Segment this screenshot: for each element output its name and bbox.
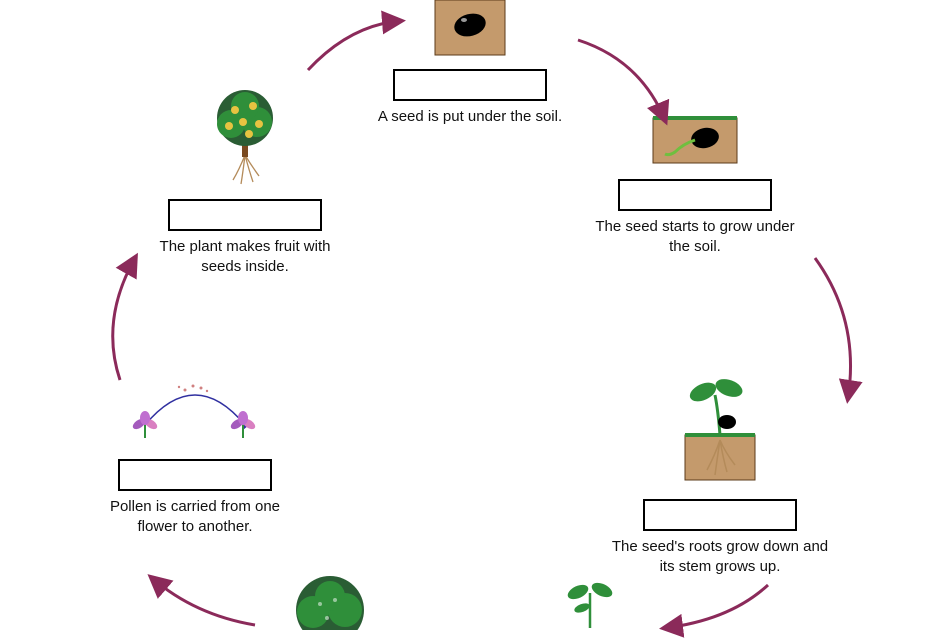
blank-box-germinate[interactable] [618,179,772,211]
blank-box-sprout[interactable] [643,499,797,531]
arrow-fruit-to-seed [300,15,410,85]
bottom-bush-illustration [270,570,390,635]
sprout-illustration [610,370,830,495]
blank-box-fruit[interactable] [168,199,322,231]
bottom-seedling-illustration [540,578,640,633]
caption-germinate: The seed starts to grow under the soil. [590,217,800,258]
arrow-sprout-down [650,580,780,640]
stage-sprout: The seed's roots grow down and its stem … [610,370,830,578]
blank-box-pollinate[interactable] [118,459,272,491]
arrow-germinate-to-sprout [800,250,880,410]
arrow-up-to-pollinate [140,570,270,640]
stage-pollinate: Pollen is carried from one flower to ano… [90,370,300,538]
caption-sprout: The seed's roots grow down and its stem … [610,537,830,578]
blank-box-seed[interactable] [393,69,547,101]
caption-pollinate: Pollen is carried from one flower to ano… [90,497,300,538]
arrow-pollinate-to-fruit [95,250,175,390]
caption-seed: A seed is put under the soil. [370,107,570,127]
arrow-seed-to-germinate [570,30,690,140]
fruit-illustration [140,80,350,195]
stage-fruit: The plant makes fruit with seeds inside. [140,80,350,278]
